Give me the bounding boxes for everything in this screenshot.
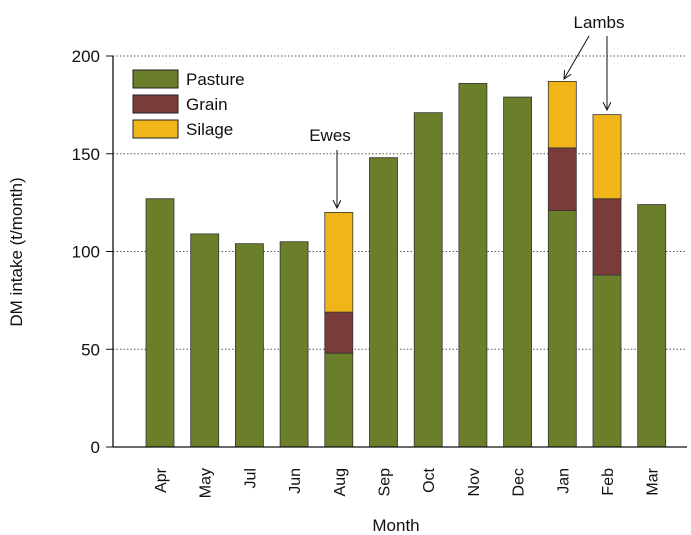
bars [145,81,667,448]
bar-segment [547,81,577,149]
y-tick-label: 50 [81,340,100,359]
bar-segment [458,82,488,448]
bar-segment [637,204,667,448]
y-tick-label: 150 [72,145,100,164]
x-tick-label: Mar [645,467,662,495]
x-tick-label: Aug [332,468,349,496]
bar-segment [369,157,398,448]
x-tick-label: Sep [377,468,394,497]
x-tick-label: Feb [600,468,617,496]
y-tick-label: 100 [72,243,100,262]
legend-label: Grain [186,95,228,114]
bar-segment [145,198,175,448]
bar-segment [547,210,577,448]
bar-segment [592,114,622,200]
bar-segment [592,274,622,448]
bar-segment [503,96,533,448]
bar-segment [592,198,622,276]
bar-segment [324,352,354,448]
annotation: Lambs [573,13,624,32]
x-tick-label: May [198,468,215,498]
legend-label: Pasture [186,70,245,89]
y-tick-label: 200 [72,47,100,66]
y-axis-label: DM intake (t/month) [7,177,26,326]
bar-segment [547,147,577,211]
legend-swatch [132,119,179,139]
bar-segment [413,112,443,448]
legend-swatch [132,94,179,114]
x-tick-label: Oct [421,467,438,492]
bar-segment [279,241,309,448]
y-tick-label: 0 [91,438,100,457]
x-tick-label: Jan [555,468,572,494]
x-tick-label: Jul [242,468,259,488]
x-tick-label: Dec [511,468,528,496]
x-tick-label: Apr [153,467,170,493]
annotation: Ewes [309,126,351,145]
x-tick-label: Nov [466,468,483,496]
legend-swatch [132,69,179,89]
bar-segment [324,311,354,354]
bar-segment [234,243,264,448]
bar-segment [324,211,354,313]
x-axis-label: Month [372,516,419,535]
bar-segment [190,233,220,448]
annotation-arrow [564,35,590,79]
x-tick-label: Jun [287,468,304,494]
legend-label: Silage [186,120,233,139]
